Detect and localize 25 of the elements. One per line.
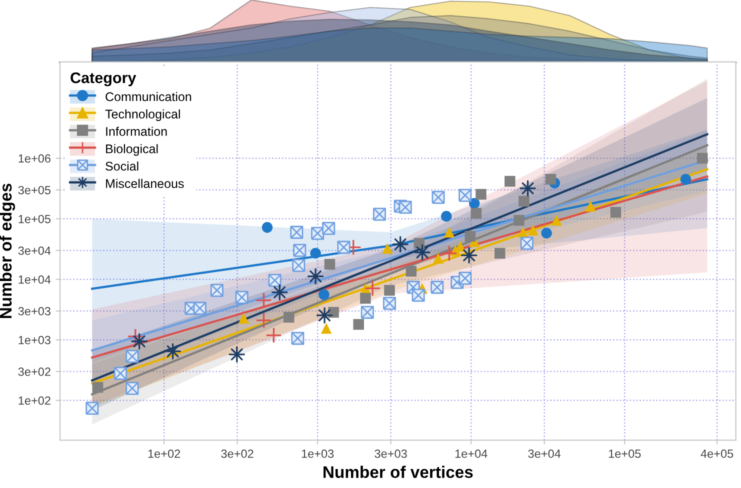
legend-label: Biological — [106, 144, 158, 156]
x-axis-title: Number of vertices — [324, 466, 473, 478]
y-tick-label: 1e+04 — [18, 275, 51, 284]
x-tick-label: 1e+03 — [302, 450, 334, 458]
y-tick-label: 1e+02 — [18, 396, 50, 405]
legend-label: Information — [106, 126, 167, 136]
legend-label: Communication — [106, 92, 192, 102]
y-tick-label: 1e+03 — [18, 336, 50, 344]
y-tick-label: 3e+05 — [18, 186, 50, 194]
x-tick-label: 3e+04 — [528, 450, 561, 458]
x-tick-label: 1e+05 — [608, 450, 641, 458]
y-tick-label: 1e+06 — [18, 154, 50, 163]
legend-label: Miscellaneous — [106, 178, 184, 188]
x-tick-label: 1e+04 — [455, 450, 488, 458]
y-tick-label: 1e+05 — [18, 214, 50, 224]
x-tick-label: 3e+02 — [221, 450, 254, 458]
x-tick-label: 3e+03 — [374, 450, 407, 458]
legend-label: Technological — [105, 109, 180, 122]
legend-label: Social — [106, 161, 138, 171]
x-tick-label: 1e+02 — [148, 450, 180, 458]
y-tick-label: 3e+03 — [18, 307, 50, 316]
y-tick-label: 3e+04 — [18, 246, 51, 255]
x-tick-label: 4e+05 — [700, 450, 734, 458]
legend-title: Category — [70, 72, 136, 86]
y-tick-label: 3e+02 — [18, 368, 50, 376]
